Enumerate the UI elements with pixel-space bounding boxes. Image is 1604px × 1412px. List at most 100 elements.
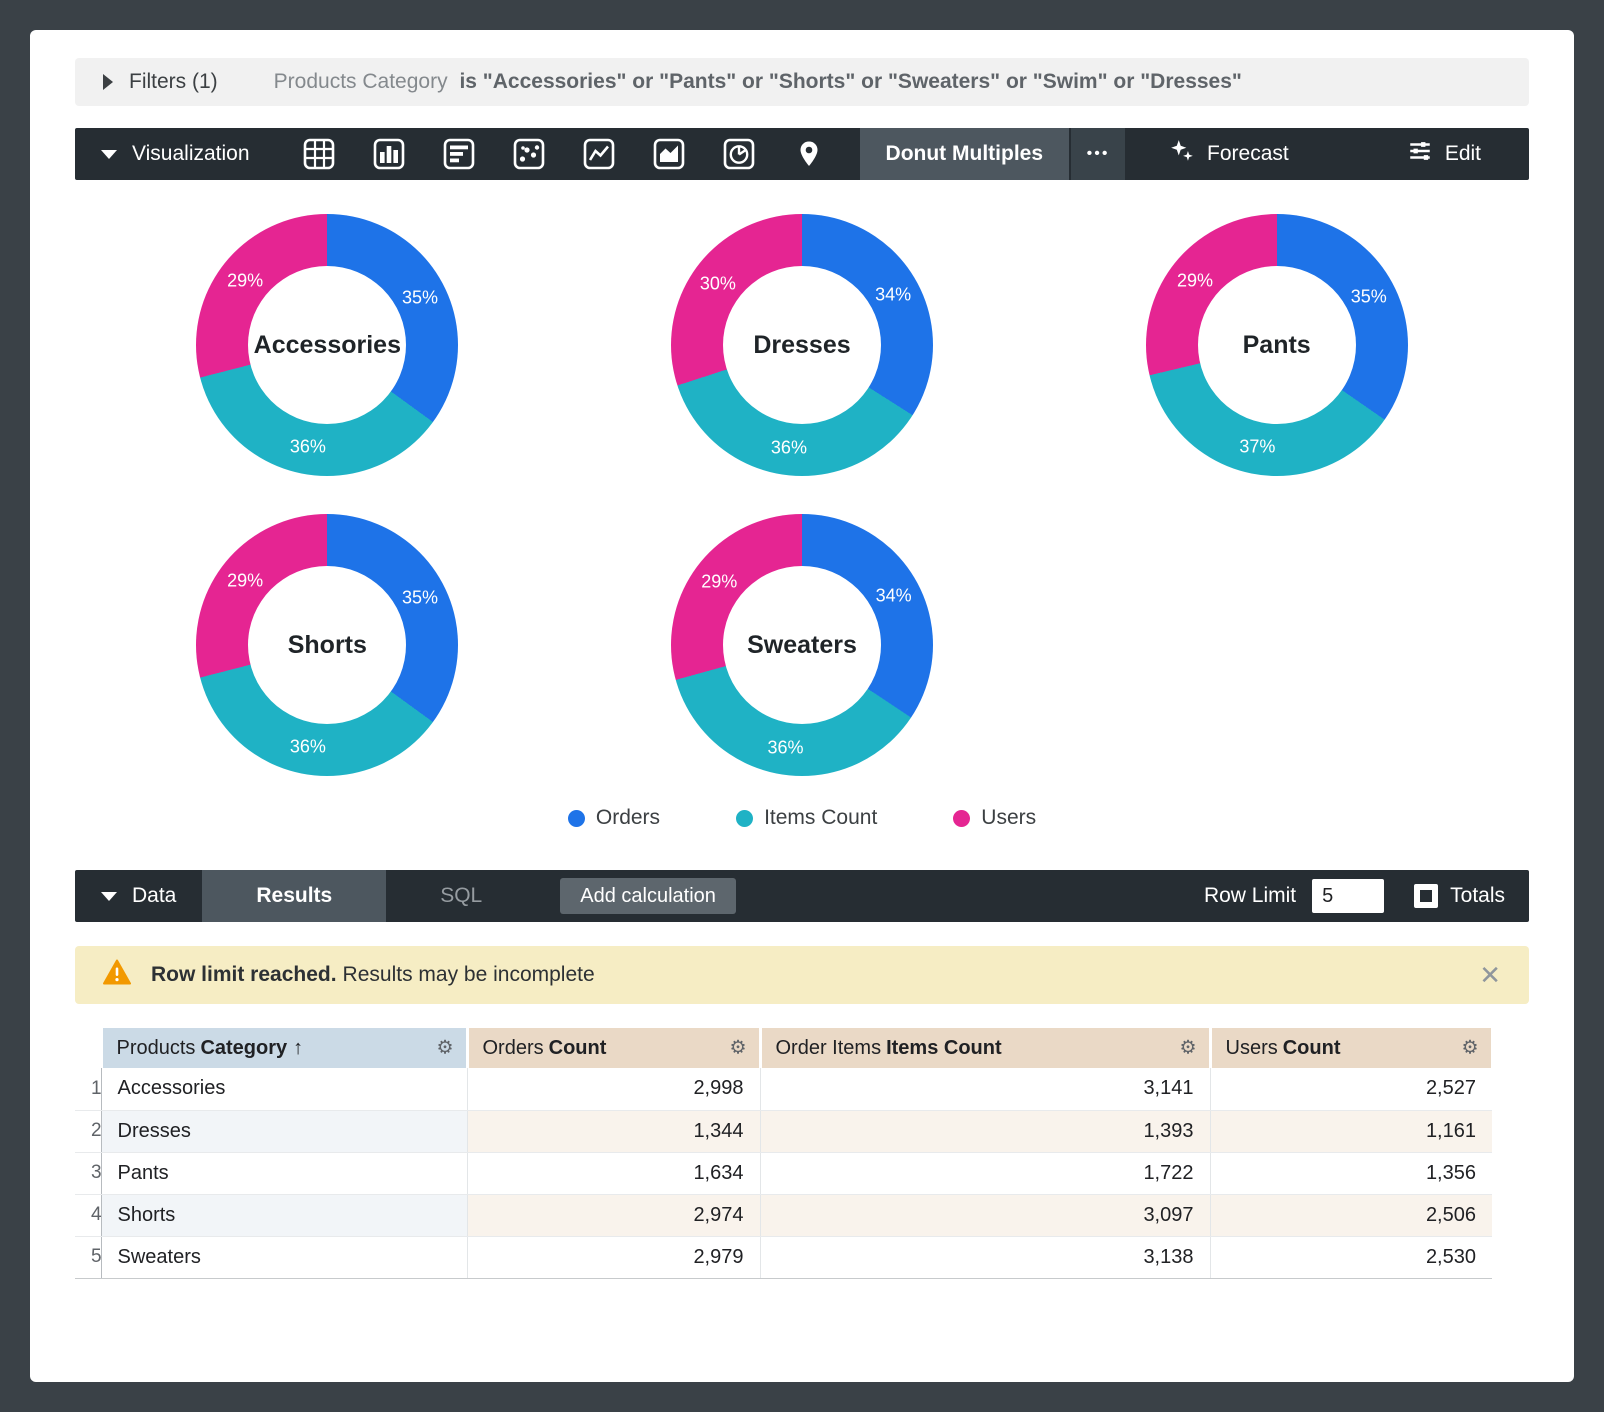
segment-percent-label: 37% [1239,436,1276,457]
donut-hole [248,266,407,424]
value-cell[interactable]: 1,722 [759,1152,1210,1195]
header-prefix: Orders [482,1036,544,1059]
tune-icon [1407,138,1433,170]
map-pin-icon[interactable] [792,137,826,171]
value-cell[interactable]: 3,097 [759,1194,1210,1237]
horizontal-bar-chart-icon[interactable] [442,137,476,171]
segment-percent-label: 36% [767,737,804,758]
value-cell[interactable]: 3,141 [759,1068,1210,1111]
column-header-orders-count[interactable]: Orders Count ⚙ [467,1028,762,1068]
header-field: Category [200,1036,288,1059]
donut-chart-pants: Pants 35% 37% 29% [1145,214,1408,476]
chevron-down-icon [101,149,117,159]
value-cell[interactable]: 2,979 [466,1236,760,1279]
segment-percent-label: 35% [1350,286,1387,307]
table-row: 3 Pants 1,634 1,722 1,356 [75,1152,1492,1195]
segment-percent-label: 29% [1177,270,1214,291]
warning-icon [103,959,131,991]
row-number: 5 [75,1236,102,1279]
data-section-toggle[interactable]: Data [75,884,202,908]
column-gear-icon[interactable]: ⚙ [436,1037,454,1059]
table-viz-icon[interactable] [302,137,336,171]
header-field: Count [1282,1036,1341,1059]
donut-multiples-chart: Accessories 35% 36% 29% Dresses 34% 36% 30% … [30,180,1574,776]
value-cell[interactable]: 1,634 [466,1152,760,1195]
value-cell[interactable]: 2,998 [466,1068,760,1111]
donut-title: Shorts [287,630,367,659]
legend-item-orders[interactable]: Orders [567,806,661,830]
row-number: 3 [75,1152,102,1195]
donut-chart-dresses: Dresses 34% 36% 30% [670,214,933,476]
segment-percent-label: 29% [701,571,738,592]
legend-item-users[interactable]: Users [953,806,1036,830]
donut-chart-shorts: Shorts 35% 36% 29% [196,514,459,776]
more-viz-types-button[interactable]: ••• [1071,128,1126,180]
column-header-order-items-items-count[interactable]: Order Items Items Count ⚙ [760,1028,1212,1068]
legend-dot-items-count [736,809,754,827]
legend-dot-orders [567,809,585,827]
category-cell[interactable]: Accessories [101,1068,467,1111]
table-row: 2 Dresses 1,344 1,393 1,161 [75,1110,1492,1153]
donut-hole [722,266,881,424]
filters-bar: Filters (1) Products Category is "Access… [75,58,1529,106]
visualization-label: Visualization [132,142,250,165]
filter-description: Products Category is "Accessories" or "P… [274,70,1242,94]
scatter-plot-icon[interactable] [512,137,546,171]
segment-percent-label: 29% [227,570,264,591]
legend-item-items-count[interactable]: Items Count [736,806,877,830]
forecast-sparkle-icon [1169,138,1195,170]
category-cell[interactable]: Shorts [101,1194,467,1237]
tab-results[interactable]: Results [202,870,387,922]
category-cell[interactable]: Sweaters [101,1236,467,1279]
results-table-body: 1 Accessories 2,998 3,141 2,527 2 Dresses 1,344… [75,1068,1492,1279]
donut-title: Dresses [753,330,851,359]
value-cell[interactable]: 1,393 [759,1110,1210,1153]
results-table: Products Category ↑ ⚙ Orders Count ⚙ Order … [75,1028,1494,1279]
value-cell[interactable]: 3,138 [759,1236,1210,1279]
value-cell[interactable]: 2,506 [1209,1194,1492,1237]
line-chart-icon[interactable] [582,137,616,171]
add-calculation-button[interactable]: Add calculation [560,878,736,914]
visualization-section-toggle[interactable]: Visualization [75,142,276,166]
row-limit-input[interactable] [1312,879,1385,913]
table-header-row: Products Category ↑ ⚙ Orders Count ⚙ Order … [75,1028,1494,1068]
tab-sql[interactable]: SQL [440,884,483,907]
filters-expander[interactable]: Filters (1) [103,70,218,94]
segment-percent-label: 34% [875,585,912,606]
value-cell[interactable]: 1,356 [1209,1152,1492,1195]
segment-percent-label: 29% [227,270,264,291]
data-label: Data [132,884,177,907]
category-cell[interactable]: Pants [101,1152,467,1195]
category-cell[interactable]: Dresses [101,1110,467,1153]
donut-title: Pants [1242,330,1311,359]
value-cell[interactable]: 2,974 [466,1194,760,1237]
area-chart-icon[interactable] [652,137,686,171]
header-field: Count [548,1036,607,1059]
donut-title: Accessories [253,330,401,359]
value-cell[interactable]: 1,161 [1209,1110,1492,1153]
value-cell[interactable]: 2,530 [1209,1236,1492,1279]
legend-label: Orders [595,806,661,829]
header-prefix: Products [116,1036,196,1059]
value-cell[interactable]: 1,344 [466,1110,760,1153]
column-gear-icon[interactable]: ⚙ [1461,1037,1479,1059]
column-header-products-category[interactable]: Products Category ↑ ⚙ [101,1028,469,1068]
segment-percent-label: 36% [289,436,326,457]
totals-checkbox[interactable] [1414,884,1439,908]
close-icon[interactable]: ✕ [1479,959,1501,990]
column-header-users-count[interactable]: Users Count ⚙ [1210,1028,1494,1068]
legend-label: Users [981,806,1037,829]
forecast-button[interactable]: Forecast [1169,138,1289,170]
donut-hole [1197,266,1356,424]
column-gear-icon[interactable]: ⚙ [1179,1037,1197,1059]
filter-field: Products Category [273,70,448,93]
column-gear-icon[interactable]: ⚙ [729,1037,747,1059]
selected-viz-type-button[interactable]: Donut Multiples [859,128,1070,180]
pie-chart-icon[interactable] [722,137,756,171]
value-cell[interactable]: 2,527 [1209,1068,1492,1111]
filters-label: Filters (1) [129,70,218,93]
totals-toggle[interactable]: Totals [1414,884,1505,908]
segment-percent-label: 36% [770,437,807,458]
edit-button[interactable]: Edit [1407,138,1481,170]
bar-chart-icon[interactable] [372,137,406,171]
